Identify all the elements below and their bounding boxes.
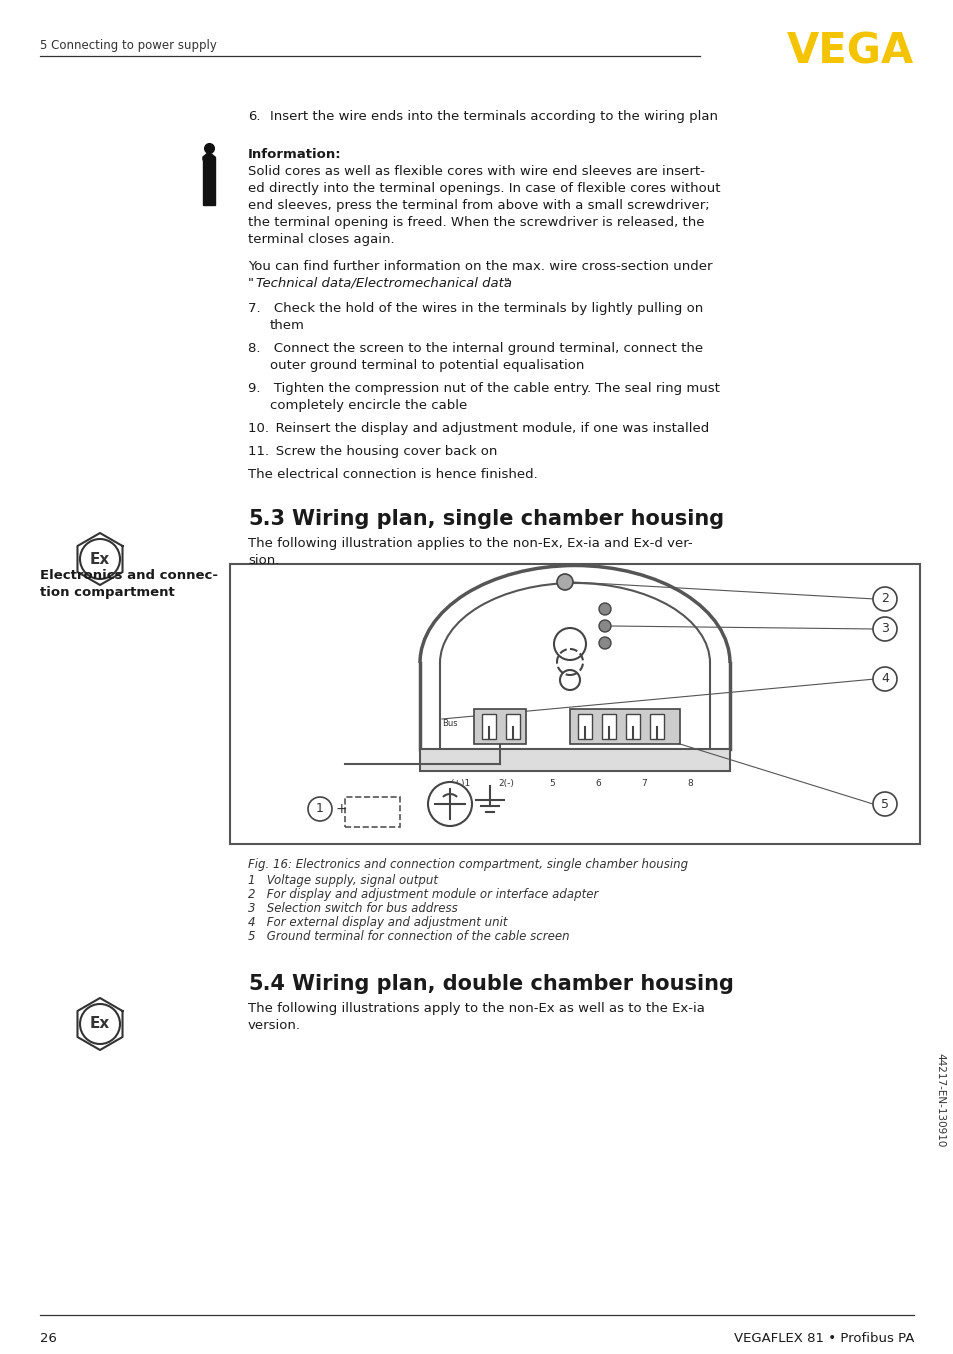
Circle shape <box>872 668 896 691</box>
Text: 3: 3 <box>881 623 888 635</box>
Circle shape <box>872 617 896 640</box>
Text: 11. Screw the housing cover back on: 11. Screw the housing cover back on <box>248 445 497 458</box>
Text: Technical data/Electromechanical data: Technical data/Electromechanical data <box>255 278 512 290</box>
Text: Solid cores as well as flexible cores with wire end sleeves are insert-: Solid cores as well as flexible cores wi… <box>248 165 704 177</box>
Text: 3   Selection switch for bus address: 3 Selection switch for bus address <box>248 902 457 915</box>
Circle shape <box>308 798 332 821</box>
Circle shape <box>872 792 896 816</box>
Bar <box>569 709 679 743</box>
Bar <box>481 714 496 739</box>
Text: ed directly into the terminal openings. In case of flexible cores without: ed directly into the terminal openings. … <box>248 181 720 195</box>
Text: ": " <box>248 278 253 290</box>
Text: completely encircle the cable: completely encircle the cable <box>270 399 467 412</box>
Circle shape <box>557 574 573 590</box>
Text: terminal closes again.: terminal closes again. <box>248 233 395 246</box>
Text: Ex: Ex <box>90 551 110 566</box>
Text: 8: 8 <box>686 779 692 788</box>
Circle shape <box>428 783 472 826</box>
Text: 4: 4 <box>881 673 888 685</box>
Text: ": " <box>503 278 510 290</box>
Text: 2   For display and adjustment module or interface adapter: 2 For display and adjustment module or i… <box>248 888 598 900</box>
Bar <box>601 714 616 739</box>
Text: end sleeves, press the terminal from above with a small screwdriver;: end sleeves, press the terminal from abo… <box>248 199 709 213</box>
Text: 7.  Check the hold of the wires in the terminals by lightly pulling on: 7. Check the hold of the wires in the te… <box>248 302 702 315</box>
Circle shape <box>598 636 610 649</box>
Text: outer ground terminal to potential equalisation: outer ground terminal to potential equal… <box>270 359 584 372</box>
Bar <box>505 714 519 739</box>
Text: Wiring plan, single chamber housing: Wiring plan, single chamber housing <box>292 509 723 529</box>
Circle shape <box>598 620 610 632</box>
Text: 5 Connecting to power supply: 5 Connecting to power supply <box>40 39 216 51</box>
Text: The electrical connection is hence finished.: The electrical connection is hence finis… <box>248 468 537 481</box>
Text: Fig. 16: Electronics and connection compartment, single chamber housing: Fig. 16: Electronics and connection comp… <box>248 858 687 871</box>
Text: The following illustrations apply to the non-Ex as well as to the Ex-ia: The following illustrations apply to the… <box>248 1002 704 1016</box>
Text: 5: 5 <box>880 798 888 811</box>
Text: 44217-EN-130910: 44217-EN-130910 <box>934 1053 944 1147</box>
Text: 2: 2 <box>881 593 888 605</box>
Text: tion compartment: tion compartment <box>40 586 174 598</box>
Text: 4   For external display and adjustment unit: 4 For external display and adjustment un… <box>248 917 507 929</box>
Text: +: + <box>335 802 347 816</box>
Bar <box>419 749 729 770</box>
Text: 8.  Connect the screen to the internal ground terminal, connect the: 8. Connect the screen to the internal gr… <box>248 343 702 355</box>
Bar <box>474 709 525 743</box>
Text: The following illustration applies to the non-Ex, Ex-ia and Ex-d ver-: The following illustration applies to th… <box>248 538 692 550</box>
Polygon shape <box>203 157 214 204</box>
Bar <box>345 798 399 827</box>
Text: 5   Ground terminal for connection of the cable screen: 5 Ground terminal for connection of the … <box>248 930 569 942</box>
Bar <box>625 714 639 739</box>
Text: You can find further information on the max. wire cross-section under: You can find further information on the … <box>248 260 712 274</box>
Text: 2(-): 2(-) <box>497 779 514 788</box>
Text: 7: 7 <box>640 779 646 788</box>
Text: 6.: 6. <box>248 110 260 123</box>
Text: (+)1: (+)1 <box>450 779 470 788</box>
Text: 1: 1 <box>315 803 324 815</box>
Text: the terminal opening is freed. When the screwdriver is released, the: the terminal opening is freed. When the … <box>248 217 703 229</box>
Text: version.: version. <box>248 1020 301 1032</box>
Text: them: them <box>270 320 305 332</box>
Bar <box>230 565 919 844</box>
Text: Electronics and connec-: Electronics and connec- <box>40 569 218 582</box>
Text: 10. Reinsert the display and adjustment module, if one was installed: 10. Reinsert the display and adjustment … <box>248 422 708 435</box>
Text: Bus: Bus <box>441 719 457 728</box>
Text: Wiring plan, double chamber housing: Wiring plan, double chamber housing <box>292 974 733 994</box>
Text: VEGAFLEX 81 • Profibus PA: VEGAFLEX 81 • Profibus PA <box>733 1332 913 1345</box>
Text: 9.  Tighten the compression nut of the cable entry. The seal ring must: 9. Tighten the compression nut of the ca… <box>248 382 720 395</box>
Bar <box>578 714 592 739</box>
Text: 1   Voltage supply, signal output: 1 Voltage supply, signal output <box>248 873 437 887</box>
Text: 5.4: 5.4 <box>248 974 285 994</box>
Text: Insert the wire ends into the terminals according to the wiring plan: Insert the wire ends into the terminals … <box>270 110 718 123</box>
Text: Ex: Ex <box>90 1017 110 1032</box>
Text: VEGA: VEGA <box>786 30 913 72</box>
Polygon shape <box>203 152 214 160</box>
Text: 5: 5 <box>549 779 555 788</box>
Circle shape <box>872 588 896 611</box>
Text: 26: 26 <box>40 1332 57 1345</box>
Text: 5.3: 5.3 <box>248 509 285 529</box>
Text: sion.: sion. <box>248 554 279 567</box>
Bar <box>649 714 663 739</box>
Text: Information:: Information: <box>248 148 341 161</box>
Text: 6: 6 <box>595 779 600 788</box>
Circle shape <box>598 603 610 615</box>
